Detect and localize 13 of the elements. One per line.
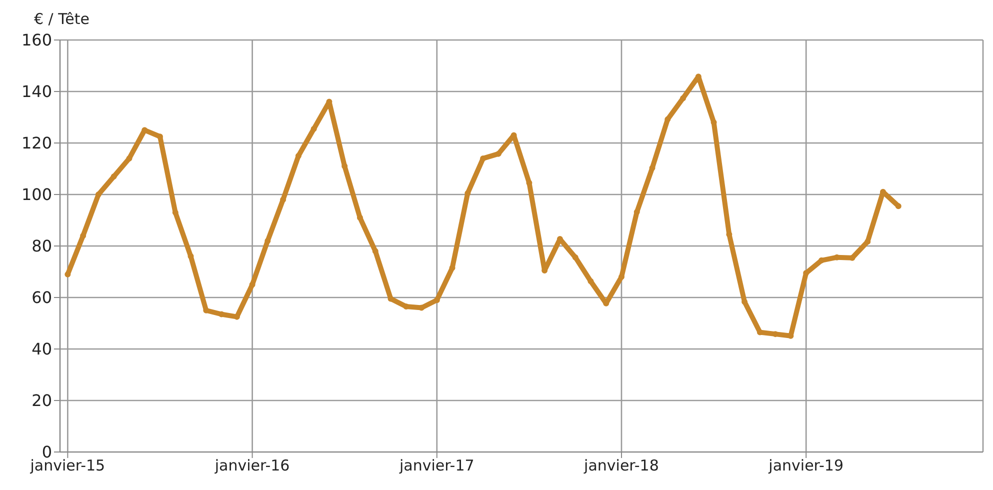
y-tick-label: 60 <box>32 288 52 308</box>
y-tick-label: 120 <box>21 134 52 153</box>
x-tick-label: janvier-18 <box>583 456 659 475</box>
y-axis-title: € / Tête <box>34 10 90 28</box>
y-tick-label: 140 <box>21 82 52 102</box>
y-tick-label: 160 <box>21 30 52 50</box>
x-tick-label: janvier-19 <box>768 456 844 475</box>
x-tick-label: janvier-16 <box>214 456 290 475</box>
x-tick-label: janvier-17 <box>398 456 474 475</box>
y-tick-label: 100 <box>21 185 52 204</box>
y-tick-label: 80 <box>32 236 52 256</box>
y-tick-label: 20 <box>32 391 52 410</box>
y-tick-label: 40 <box>32 340 52 359</box>
